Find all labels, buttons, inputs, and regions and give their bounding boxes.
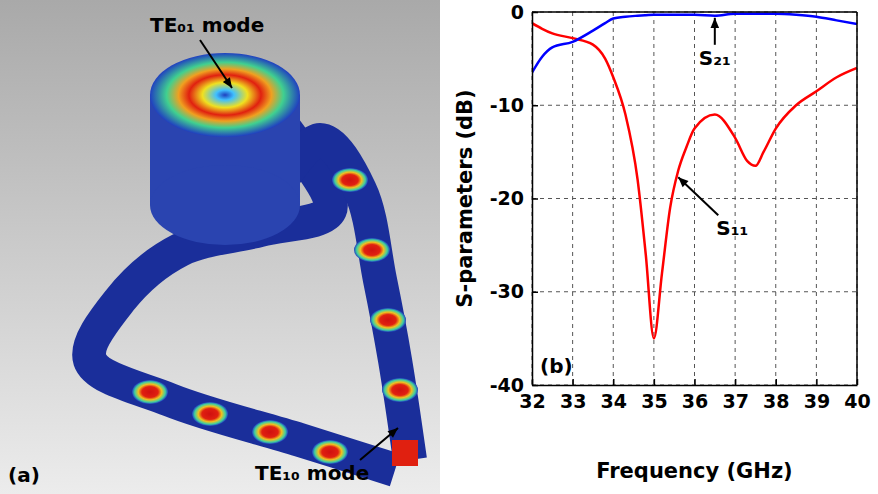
tick-mark	[532, 385, 538, 387]
tick-label: 34	[601, 390, 627, 412]
panel-a: TE₀₁ mode TE₁₀ mode (a)	[0, 0, 440, 494]
tick: -30	[490, 280, 538, 302]
grid-line	[532, 291, 857, 292]
grid-line	[532, 105, 857, 106]
tick: -40	[490, 374, 538, 396]
tick-mark	[654, 379, 656, 385]
annotation-arrow-head	[711, 18, 720, 28]
tick-mark	[572, 379, 574, 385]
te01-pattern	[150, 53, 300, 137]
tick: 33	[560, 379, 586, 412]
annotation: TE₀₁ mode	[150, 13, 264, 37]
axis-title: Frequency (GHz)	[596, 459, 792, 483]
plot-lines	[532, 14, 857, 339]
tick: 34	[601, 379, 627, 412]
tick: -20	[490, 187, 538, 209]
tick-label: 38	[763, 390, 789, 412]
tick-label: 40	[844, 390, 870, 412]
panel-label: (a)	[8, 463, 40, 487]
annotation-arrow-head	[678, 177, 688, 187]
tick: 39	[804, 379, 830, 412]
port	[392, 440, 418, 466]
field-spot	[332, 168, 368, 192]
frame	[532, 11, 857, 13]
tick-label: 35	[641, 390, 667, 412]
frame	[856, 12, 858, 385]
tick-label: 36	[682, 390, 708, 412]
background	[0, 0, 440, 494]
tick-label: -30	[490, 280, 524, 302]
tick: -10	[490, 94, 538, 116]
field-spot	[192, 402, 228, 426]
tick-mark	[735, 379, 737, 385]
annotation: S₂₁	[699, 46, 731, 70]
cylinder-base	[150, 165, 300, 245]
annotation-arrow	[360, 428, 398, 460]
y-axis: -40 -30 -20 -10 0	[490, 1, 538, 396]
axis-title: S-parameters (dB)	[453, 89, 477, 307]
annotation-arrow	[678, 177, 718, 215]
tick-label: 39	[804, 390, 830, 412]
field-spot	[132, 380, 168, 404]
field-spot	[252, 420, 288, 444]
tick-mark	[694, 379, 696, 385]
tick-label: 0	[511, 1, 524, 23]
field-spot	[370, 308, 406, 332]
annotation: TE₁₀ mode	[255, 461, 369, 485]
tick: 38	[763, 379, 789, 412]
tick-label: -20	[490, 187, 524, 209]
tick-mark	[816, 379, 818, 385]
series-line	[532, 23, 857, 338]
series-line	[532, 14, 857, 73]
grid-line	[816, 12, 817, 385]
grid-line	[532, 12, 857, 13]
tick-label: 33	[560, 390, 586, 412]
annotation-arrow	[200, 40, 232, 88]
tick: 36	[682, 379, 708, 412]
panel-b: 323334353637383940-40-30-20-100Frequency…	[453, 1, 871, 483]
grid-line	[857, 12, 858, 385]
tick: 37	[722, 379, 748, 412]
tick-label: -10	[490, 94, 524, 116]
tick-mark	[532, 105, 538, 107]
x-axis: 323334353637383940	[519, 379, 870, 412]
field-spot	[354, 238, 390, 262]
tick-mark	[776, 379, 778, 385]
annotation-arrow-head	[387, 428, 398, 438]
tick-mark	[532, 292, 538, 294]
figure: TE₀₁ modeTE₁₀ mode(a)323334353637383940-…	[0, 0, 878, 494]
field-spot	[382, 378, 418, 402]
tick-label: -40	[490, 374, 524, 396]
panel-label: (b)	[540, 354, 573, 378]
tick-mark	[613, 379, 615, 385]
tick: 35	[641, 379, 667, 412]
grid	[532, 12, 857, 385]
tick-mark	[532, 198, 538, 200]
annotation-arrow-head	[223, 77, 232, 88]
grid-line	[532, 198, 857, 199]
annotation: S₁₁	[716, 216, 748, 240]
tick-label: 37	[722, 390, 748, 412]
